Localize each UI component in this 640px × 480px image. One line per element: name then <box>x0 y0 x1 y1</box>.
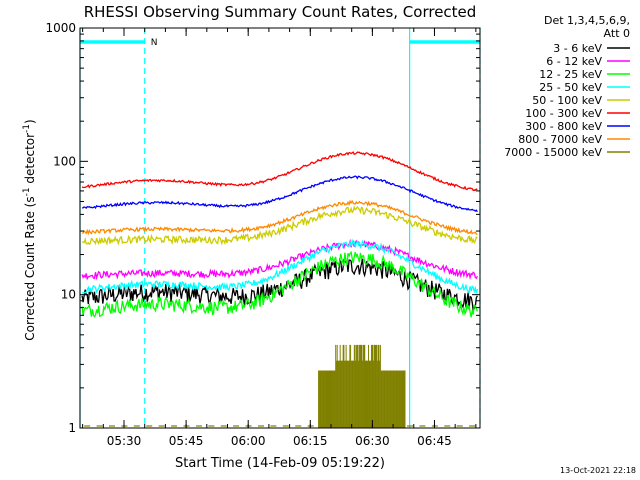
x-tick-label: 05:45 <box>169 434 204 448</box>
legend-label: 800 - 7000 keV <box>518 133 602 146</box>
night-label: N <box>151 38 158 48</box>
x-tick-label: 06:45 <box>417 434 452 448</box>
plot-frame <box>79 27 481 429</box>
y-axis-label-sup2: -1 <box>22 124 32 133</box>
series-line-5 <box>81 151 478 192</box>
y-axis-label-sup1: -1 <box>22 187 32 196</box>
y-axis: 1 10 100 1000 <box>45 21 480 435</box>
legend-label: 100 - 300 keV <box>525 107 602 120</box>
series-line-7 <box>82 199 478 236</box>
x-axis: 05:30 05:45 06:00 06:15 06:30 06:45 <box>82 28 477 448</box>
y-tick-label: 1000 <box>45 21 76 35</box>
series-line-2 <box>81 250 479 318</box>
x-axis-label: Start Time (14-Feb-09 05:19:22) <box>175 456 385 471</box>
y-axis-label-main: Corrected Count Rate (s <box>23 196 37 340</box>
y-axis-label-end: ) <box>23 119 37 124</box>
plot-area: N <box>79 27 481 429</box>
legend-label: 25 - 50 keV <box>539 81 602 94</box>
x-tick-label: 06:15 <box>293 434 328 448</box>
series-line-3 <box>82 238 479 294</box>
x-tick-label: 05:30 <box>107 434 142 448</box>
legend-label: 7000 - 15000 keV <box>504 146 602 159</box>
series-line-4 <box>81 205 478 246</box>
legend-label: 6 - 12 keV <box>546 55 602 68</box>
legend-header-1: Det 1,3,4,5,6,9, <box>544 14 630 27</box>
y-axis-label: Corrected Count Rate (s-1 detector-1) <box>22 119 37 340</box>
legend-header-2: Att 0 <box>604 27 630 40</box>
legend-label: 300 - 800 keV <box>525 120 602 133</box>
x-tick-label: 06:30 <box>355 434 390 448</box>
series-line-6 <box>82 175 478 213</box>
y-axis-label-mid: detector <box>23 133 37 188</box>
legend-label: 12 - 25 keV <box>539 68 602 81</box>
legend-label: 3 - 6 keV <box>553 42 602 55</box>
series-line-8 <box>84 344 476 428</box>
timestamp: 13-Oct-2021 22:18 <box>560 466 636 475</box>
legend-label: 50 - 100 keV <box>532 94 602 107</box>
y-tick-label: 100 <box>53 154 76 168</box>
series-line-1 <box>81 238 478 281</box>
x-tick-label: 06:00 <box>231 434 266 448</box>
chart-title: RHESSI Observing Summary Count Rates, Co… <box>84 3 477 21</box>
y-tick-label: 1 <box>68 421 76 435</box>
y-tick-label: 10 <box>61 288 76 302</box>
